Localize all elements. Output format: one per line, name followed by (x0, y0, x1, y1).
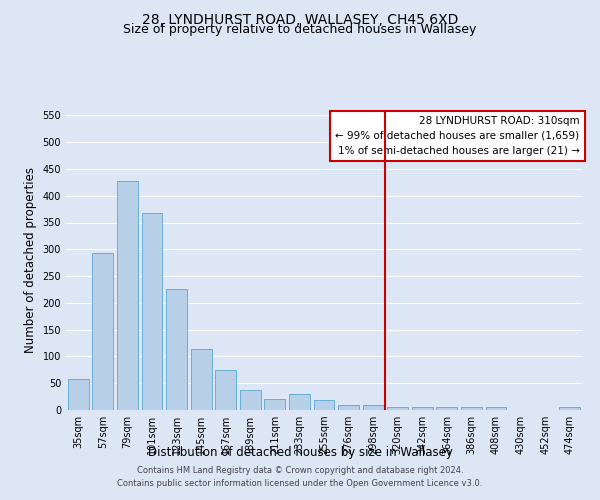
Bar (436, 408, 457, 410)
Bar (142, 213, 163, 410)
Bar (387, 408, 408, 410)
Text: Size of property relative to detached houses in Wallasey: Size of property relative to detached ho… (124, 24, 476, 36)
Bar (412, 408, 433, 410)
Bar (559, 408, 580, 410)
Bar (362, 404, 383, 410)
Text: Distribution of detached houses by size in Wallasey: Distribution of detached houses by size … (148, 446, 452, 459)
Y-axis label: Number of detached properties: Number of detached properties (24, 167, 37, 353)
Bar (289, 394, 310, 410)
Bar (92, 253, 113, 410)
Bar (314, 400, 334, 410)
Bar (338, 404, 359, 410)
Text: 28, LYNDHURST ROAD, WALLASEY, CH45 6XD: 28, LYNDHURST ROAD, WALLASEY, CH45 6XD (142, 12, 458, 26)
Bar (461, 408, 482, 410)
Bar (166, 289, 187, 410)
Bar (215, 370, 236, 410)
Bar (265, 399, 286, 410)
Bar (68, 380, 89, 410)
Bar (117, 180, 138, 410)
Bar (240, 390, 261, 410)
Text: 28 LYNDHURST ROAD: 310sqm
← 99% of detached houses are smaller (1,659)
1% of sem: 28 LYNDHURST ROAD: 310sqm ← 99% of detac… (335, 116, 580, 156)
Bar (485, 408, 506, 410)
Text: Contains HM Land Registry data © Crown copyright and database right 2024.
Contai: Contains HM Land Registry data © Crown c… (118, 466, 482, 487)
Bar (191, 350, 212, 410)
